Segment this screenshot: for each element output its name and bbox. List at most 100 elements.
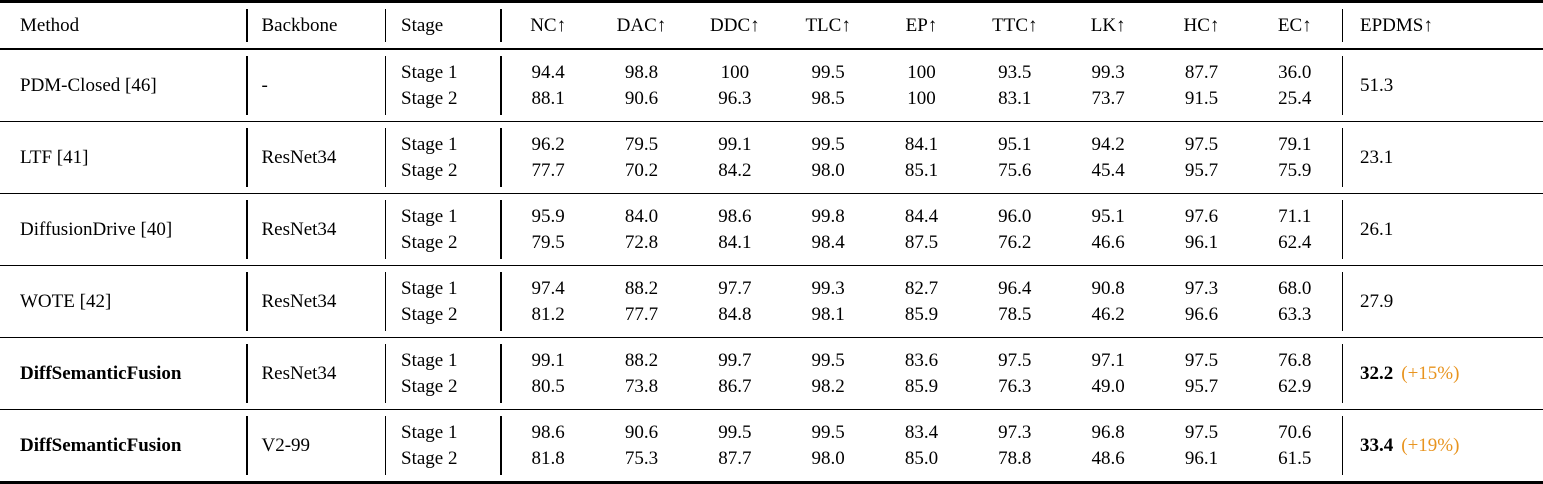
vertical-divider	[500, 416, 502, 475]
header-metric-dac: DAC↑	[595, 3, 688, 48]
stage1-value: 79.1	[1278, 133, 1312, 155]
metric-cell: 99.8 98.4	[781, 194, 874, 265]
stage2-value: 79.5	[531, 231, 565, 253]
header-metric-ec: EC↑	[1248, 3, 1341, 48]
stage-cell: Stage 1 Stage 2	[386, 266, 500, 337]
metric-cell: 36.0 25.4	[1248, 50, 1341, 121]
stage2-value: 49.0	[1091, 375, 1125, 397]
epdms-cell: 26.1	[1343, 194, 1543, 265]
stage1-value: 99.3	[811, 277, 845, 299]
method-cell: DiffSemanticFusion	[0, 410, 246, 481]
header-metric-lk: LK↑	[1061, 3, 1154, 48]
metric-header-label: EC↑	[1277, 14, 1312, 36]
method-cell: LTF [41]	[0, 122, 246, 193]
epdms-score: 33.4	[1360, 434, 1394, 456]
table-row: DiffSemanticFusion V2-99 Stage 1 Stage 2…	[0, 410, 1543, 481]
metric-cell: 99.5 98.5	[781, 50, 874, 121]
table-row: DiffusionDrive [40] ResNet34 Stage 1 Sta…	[0, 194, 1543, 266]
method-name: LTF [41]	[20, 146, 89, 168]
header-metrics: NC↑ DAC↑ DDC↑ TLC↑ EP↑ TTC↑ LK↑ HC↑ EC↑	[502, 3, 1342, 48]
backbone-name: ResNet34	[261, 290, 337, 312]
stage2-value: 90.6	[624, 87, 659, 109]
epdms-cell: 32.2 (+15%)	[1343, 338, 1543, 409]
stage1-value: 97.5	[1184, 349, 1219, 371]
metric-cell: 99.3 98.1	[781, 266, 874, 337]
metric-header-label: HC↑	[1183, 14, 1220, 36]
vertical-divider	[384, 200, 386, 259]
backbone-name: ResNet34	[261, 146, 337, 168]
backbone-name: -	[261, 74, 268, 96]
metric-header-label: LK↑	[1090, 14, 1126, 36]
stage2-value: 95.7	[1184, 159, 1219, 181]
stage1-value: 88.2	[624, 277, 659, 299]
vertical-divider	[384, 344, 386, 403]
vertical-divider	[500, 344, 502, 403]
epdms-score: 32.2	[1360, 362, 1394, 384]
stage1-value: 96.2	[531, 133, 565, 155]
metric-cell: 99.1 84.2	[688, 122, 781, 193]
header-metric-ddc: DDC↑	[688, 3, 781, 48]
table-row: WOTE [42] ResNet34 Stage 1 Stage 2 97.4 8…	[0, 266, 1543, 338]
stage2-value: 96.1	[1184, 231, 1219, 253]
method-name: WOTE [42]	[20, 290, 112, 312]
vertical-divider	[500, 272, 502, 331]
stage1-value: 94.4	[531, 61, 565, 83]
stage2-value: 78.8	[998, 447, 1032, 469]
stage1-value: 97.5	[998, 349, 1032, 371]
stage2-label: Stage 2	[401, 87, 458, 109]
method-name: PDM-Closed [46]	[20, 74, 157, 96]
epdms-cell: 51.3	[1343, 50, 1543, 121]
backbone-name: ResNet34	[261, 218, 337, 240]
vertical-divider	[1341, 416, 1343, 475]
stage1-value: 76.8	[1278, 349, 1312, 371]
metric-cell: 79.1 75.9	[1248, 122, 1341, 193]
method-cell: WOTE [42]	[0, 266, 246, 337]
stage1-label: Stage 1	[401, 61, 458, 83]
stage2-value: 62.9	[1278, 375, 1312, 397]
stage2-value: 25.4	[1278, 87, 1312, 109]
backbone-cell: V2-99	[248, 410, 385, 481]
metric-cell: 82.7 85.9	[875, 266, 968, 337]
stage1-value: 100	[907, 61, 936, 83]
stage2-value: 76.3	[998, 375, 1032, 397]
stage1-value: 99.5	[811, 133, 845, 155]
method-name: DiffSemanticFusion	[20, 434, 182, 456]
stage1-value: 97.1	[1091, 349, 1125, 371]
metric-cell: 99.5 98.0	[781, 410, 874, 481]
metric-cell: 88.2 77.7	[595, 266, 688, 337]
stage1-value: 87.7	[1184, 61, 1219, 83]
stage2-value: 76.2	[998, 231, 1032, 253]
stage1-value: 93.5	[998, 61, 1032, 83]
metric-cell: 84.0 72.8	[595, 194, 688, 265]
stage2-value: 48.6	[1091, 447, 1125, 469]
metric-cell: 97.5 95.7	[1155, 338, 1248, 409]
backbone-cell: -	[248, 50, 385, 121]
backbone-name: V2-99	[261, 434, 311, 456]
epdms-score: 26.1	[1360, 218, 1394, 240]
table-row: PDM-Closed [46] - Stage 1 Stage 2 94.4 88…	[0, 50, 1543, 122]
epdms-score: 27.9	[1360, 290, 1394, 312]
stage2-value: 91.5	[1184, 87, 1219, 109]
stage2-label: Stage 2	[401, 447, 458, 469]
stage1-value: 99.5	[718, 421, 752, 443]
stage1-value: 96.4	[998, 277, 1032, 299]
stage1-value: 95.9	[531, 205, 565, 227]
stage1-value: 83.6	[904, 349, 939, 371]
stage2-value: 98.0	[811, 159, 845, 181]
stage1-label: Stage 1	[401, 349, 458, 371]
metric-cell: 97.5 95.7	[1155, 122, 1248, 193]
vertical-divider	[246, 344, 248, 403]
stage2-value: 88.1	[531, 87, 565, 109]
stage1-value: 97.5	[1184, 133, 1219, 155]
stage1-value: 99.1	[531, 349, 565, 371]
epdms-cell: 33.4 (+19%)	[1343, 410, 1543, 481]
metric-header-label: NC↑	[530, 14, 567, 36]
stage2-value: 84.8	[718, 303, 752, 325]
method-name: DiffSemanticFusion	[20, 362, 182, 384]
stage2-value: 78.5	[998, 303, 1032, 325]
metric-cell: 98.6 81.8	[502, 410, 595, 481]
metric-header-label: DDC↑	[710, 14, 760, 36]
stage1-value: 99.5	[811, 61, 845, 83]
metric-cell: 88.2 73.8	[595, 338, 688, 409]
